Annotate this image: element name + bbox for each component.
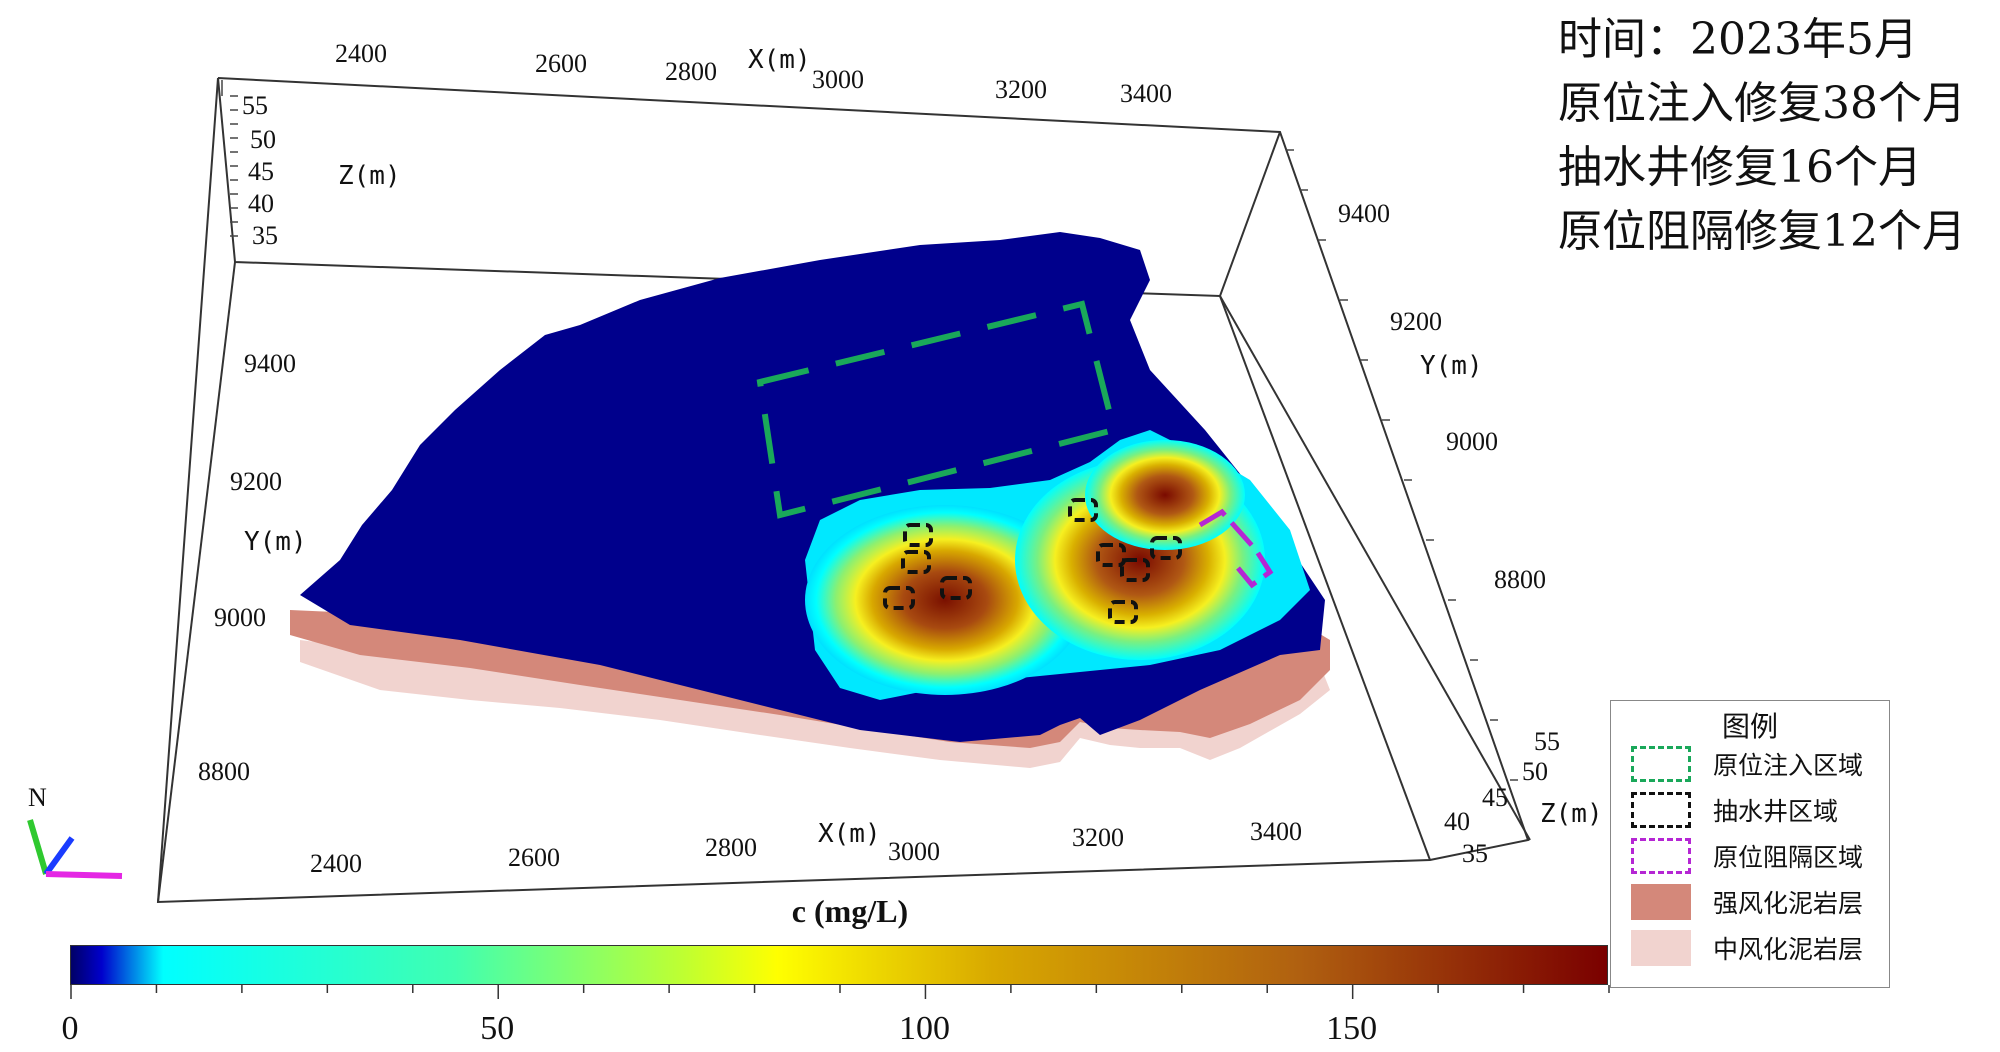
plume-core-northeast	[1085, 440, 1245, 550]
x-tick-top-2800: 2800	[665, 57, 717, 86]
x-tick-top-3000: 3000	[812, 65, 864, 94]
y-axis-title-left: Y(m)	[244, 527, 307, 557]
legend-item-label: 中风化泥岩层	[1713, 935, 1864, 964]
colorbar	[70, 945, 1608, 985]
axis-ticks	[221, 80, 1518, 781]
x-tick-bottom-3400: 3400	[1250, 817, 1302, 846]
x-tick-top-2400: 2400	[335, 39, 387, 68]
legend-item-label: 原位注入区域	[1713, 751, 1864, 780]
z-tick-left-40: 40	[248, 189, 274, 218]
x-tick-bottom-3200: 3200	[1072, 823, 1124, 852]
z-axis-title-left: Z(m)	[338, 161, 401, 191]
dashed-box-swatch	[1631, 746, 1691, 782]
z-tick-left-55: 55	[242, 91, 268, 120]
z-tick-right-50: 50	[1522, 757, 1548, 786]
z-tick-right-55: 55	[1534, 727, 1560, 756]
status-annotation: 时间：2023年5月 原位注入修复38个月 抽水井修复16个月 原位阻隔修复12…	[1558, 8, 1966, 264]
x-tick-bottom-3000: 3000	[888, 837, 940, 866]
y-tick-right-9200: 9200	[1390, 307, 1442, 336]
legend-title: 图例	[1721, 710, 1778, 743]
y-tick-right-9000: 9000	[1446, 427, 1498, 456]
axis-labels: 2400 2600 2800 3000 3200 3400 X(m) 2400 2600 2800…	[198, 39, 1603, 878]
colorbar-tick-label: 0	[61, 1010, 79, 1047]
y-tick-right-8800: 8800	[1494, 565, 1546, 594]
x-tick-top-2600: 2600	[535, 49, 587, 78]
colorbar-title: c (mg/L)	[791, 893, 909, 929]
colorbar-tick-label: 100	[898, 1010, 950, 1047]
y-tick-left-8800: 8800	[198, 757, 250, 786]
z-tick-right-45: 45	[1482, 783, 1508, 812]
z-tick-right-35: 35	[1462, 839, 1488, 868]
legend-item-label: 抽水井区域	[1713, 797, 1839, 826]
colorbar-ticks	[70, 985, 1610, 999]
orientation-triad: N	[27, 783, 123, 879]
bounding-box	[156, 77, 1531, 904]
dashed-box-swatch	[1631, 838, 1691, 874]
legend-item-label: 强风化泥岩层	[1713, 889, 1864, 918]
fill-swatch	[1631, 930, 1691, 966]
y-tick-right-9400: 9400	[1338, 199, 1390, 228]
z-axis-title-right: Z(m)	[1540, 799, 1603, 829]
y-axis-title-right: Y(m)	[1420, 351, 1483, 381]
legend-item: 中风化泥岩层	[1611, 925, 1889, 971]
barrier-duration-line: 原位阻隔修复12个月	[1558, 206, 1966, 257]
fill-swatch	[1631, 884, 1691, 920]
x-tick-bottom-2600: 2600	[508, 843, 560, 872]
z-tick-right-40: 40	[1444, 807, 1470, 836]
x-axis-title-top: X(m)	[748, 45, 811, 75]
z-tick-left-35: 35	[252, 221, 278, 250]
x-tick-bottom-2400: 2400	[310, 849, 362, 878]
legend-item: 原位阻隔区域	[1611, 833, 1889, 879]
z-tick-left-50: 50	[250, 125, 276, 154]
legend-item: 原位注入区域	[1611, 741, 1889, 787]
legend-item: 抽水井区域	[1611, 787, 1889, 833]
legend: 图例 原位注入区域 抽水井区域原位阻隔区域 强风化泥岩层 中风化泥岩层	[1610, 700, 1890, 988]
colorbar-tick-label: 150	[1326, 1010, 1378, 1047]
z-tick-left-45: 45	[248, 157, 274, 186]
x-tick-top-3400: 3400	[1120, 79, 1172, 108]
pumping-duration-line: 抽水井修复16个月	[1558, 142, 1922, 193]
plume-core-west	[805, 505, 1085, 695]
x-axis-title-bottom: X(m)	[818, 819, 881, 849]
legend-item: 强风化泥岩层	[1611, 879, 1889, 925]
date-line: 时间：2023年5月	[1558, 14, 1918, 65]
barrier-zone-outline	[1198, 508, 1274, 589]
x-tick-top-3200: 3200	[995, 75, 1047, 104]
dashed-box-swatch	[1631, 792, 1691, 828]
y-tick-left-9400: 9400	[244, 349, 296, 378]
x-tick-bottom-2800: 2800	[705, 833, 757, 862]
y-tick-left-9000: 9000	[214, 603, 266, 632]
y-tick-left-9200: 9200	[230, 467, 282, 496]
legend-item-label: 原位阻隔区域	[1713, 843, 1864, 872]
north-label: N	[28, 783, 47, 812]
pumping-well-zones	[883, 498, 1182, 624]
colorbar-tick-label: 50	[480, 1010, 515, 1047]
injection-duration-line: 原位注入修复38个月	[1558, 78, 1966, 129]
